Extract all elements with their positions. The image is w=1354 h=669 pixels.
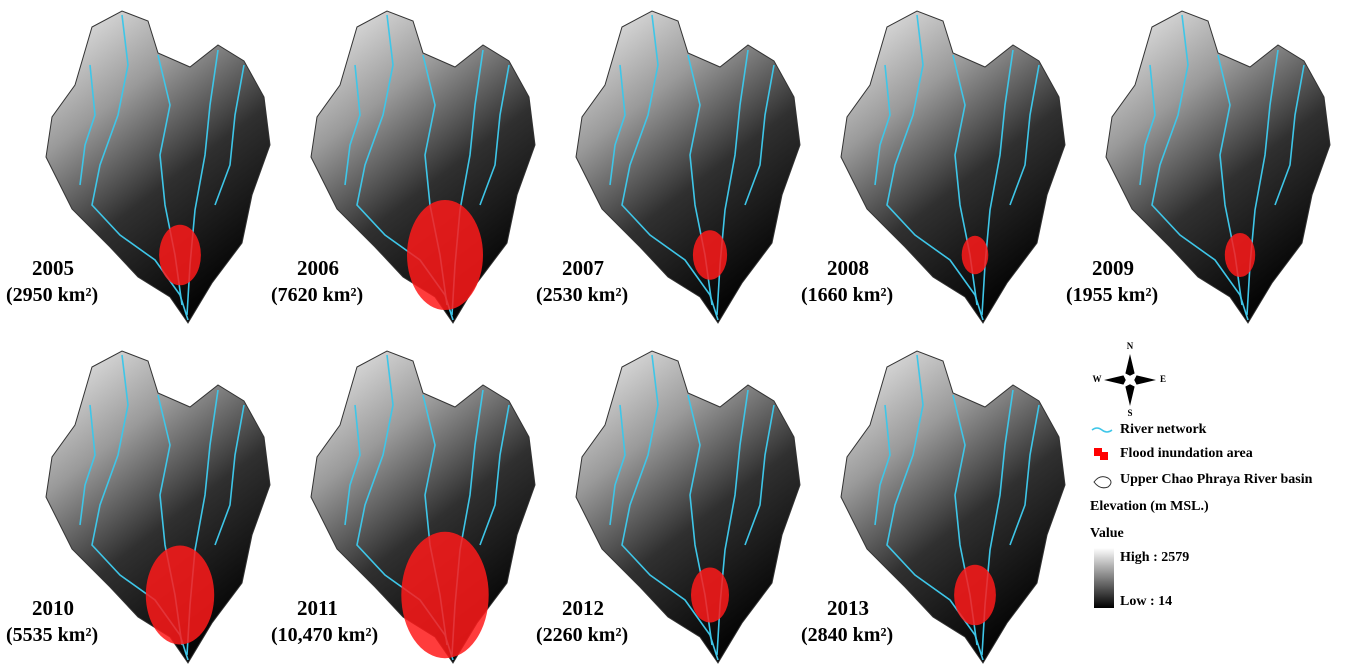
- flood-area: [146, 546, 214, 645]
- compass-west: W: [1093, 374, 1102, 384]
- river-symbol: [1092, 428, 1112, 432]
- map-panel: 2005 (2950 km²): [6, 11, 270, 323]
- compass-east: E: [1160, 374, 1166, 384]
- panel-year: 2011: [297, 596, 338, 620]
- legend-value: Value: [1090, 526, 1124, 541]
- flood-area: [954, 565, 996, 626]
- legend-river: River network: [1120, 422, 1207, 437]
- figure: 2005 (2950 km²) 2006 (7620 km²) 2007 (2530 km…: [0, 0, 1354, 664]
- map-panel: 2010 (5535 km²): [6, 351, 270, 663]
- legend-high: High : 2579: [1120, 550, 1189, 565]
- panel-year: 2007: [562, 256, 604, 280]
- flood-area: [962, 236, 989, 275]
- map-panel: 2012 (2260 km²): [536, 351, 800, 663]
- panel-year: 2006: [297, 256, 339, 280]
- panel-area: (7620 km²): [271, 284, 363, 306]
- panel-area: (1660 km²): [801, 284, 893, 306]
- map-panel: 2011 (10,470 km²): [271, 351, 535, 663]
- flood-area: [401, 532, 488, 659]
- panel-year: 2012: [562, 596, 604, 620]
- elevation-ramp: [1094, 548, 1114, 608]
- basin-map: [841, 351, 1065, 663]
- panel-year: 2008: [827, 256, 869, 280]
- panel-year: 2010: [32, 596, 74, 620]
- map-panel: 2008 (1660 km²): [801, 11, 1065, 323]
- compass-south: S: [1127, 408, 1132, 418]
- flood-area: [407, 200, 483, 310]
- panel-year: 2005: [32, 256, 74, 280]
- legend-low: Low : 14: [1120, 594, 1172, 609]
- map-panel: 2009 (1955 km²): [1066, 11, 1330, 323]
- basin-map: [576, 351, 800, 663]
- panel-area: (2260 km²): [536, 624, 628, 646]
- panel-year: 2009: [1092, 256, 1134, 280]
- panel-area: (10,470 km²): [271, 624, 378, 646]
- basin-symbol: [1094, 477, 1111, 488]
- flood-area: [159, 225, 201, 286]
- map-panel: 2007 (2530 km²): [536, 11, 800, 323]
- flood-area: [693, 230, 727, 280]
- basin-map: [841, 11, 1065, 323]
- panel-area: (2840 km²): [801, 624, 893, 646]
- basin-map: [1106, 11, 1330, 323]
- map-panel: 2013 (2840 km²): [801, 351, 1065, 663]
- legend-flood: Flood inundation area: [1120, 446, 1253, 461]
- legend-basin: Upper Chao Phraya River basin: [1120, 472, 1313, 487]
- legend-elevation: Elevation (m MSL.): [1090, 499, 1209, 514]
- flood-area: [691, 568, 729, 623]
- panel-area: (2530 km²): [536, 284, 628, 306]
- panel-area: (2950 km²): [6, 284, 98, 306]
- map-panel: 2006 (7620 km²): [271, 11, 535, 323]
- flood-symbol: [1094, 448, 1108, 460]
- legend: N S E W River network Flood inundation a…: [1090, 341, 1313, 609]
- compass-north: N: [1127, 341, 1134, 351]
- panel-year: 2013: [827, 596, 869, 620]
- panel-area: (1955 km²): [1066, 284, 1158, 306]
- compass: N S E W: [1093, 341, 1167, 418]
- basin-map: [46, 11, 270, 323]
- basin-map: [576, 11, 800, 323]
- panel-area: (5535 km²): [6, 624, 98, 646]
- flood-area: [1225, 233, 1255, 277]
